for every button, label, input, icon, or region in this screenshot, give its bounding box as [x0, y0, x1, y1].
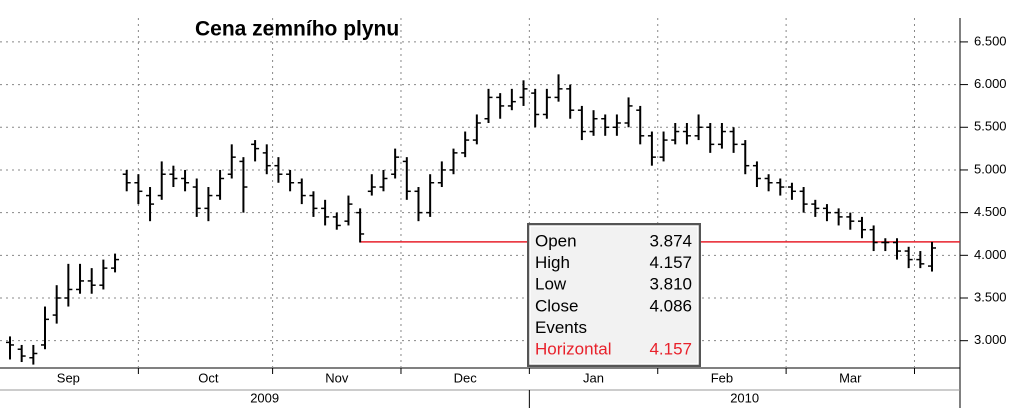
x-tick-label: Jan [583, 370, 604, 385]
info-value: 3.874 [649, 231, 692, 250]
info-label: Horizontal [535, 339, 612, 358]
year-label: 2009 [250, 390, 279, 405]
y-tick-label: 3.500 [974, 289, 1007, 304]
x-tick-label: Oct [198, 370, 219, 385]
chart-title: Cena zemního plynu [195, 18, 399, 41]
info-label: Events [535, 318, 587, 337]
y-tick-label: 4.500 [974, 204, 1007, 219]
info-value: 4.157 [649, 339, 692, 358]
x-tick-label: Feb [711, 370, 733, 385]
info-label: Low [535, 275, 567, 294]
x-tick-label: Mar [839, 370, 862, 385]
y-tick-label: 5.000 [974, 161, 1007, 176]
year-label: 2010 [730, 390, 759, 405]
y-tick-label: 4.000 [974, 247, 1007, 262]
info-label: High [535, 253, 570, 272]
x-tick-label: Nov [325, 370, 349, 385]
y-tick-label: 6.000 [974, 76, 1007, 91]
y-tick-label: 3.000 [974, 332, 1007, 347]
info-box [529, 225, 699, 365]
x-tick-label: Dec [454, 370, 478, 385]
x-tick-label: Sep [57, 370, 80, 385]
y-tick-label: 5.500 [974, 119, 1007, 134]
y-tick-label: 6.500 [974, 33, 1007, 48]
info-value: 4.157 [649, 253, 692, 272]
info-label: Close [535, 296, 578, 315]
info-value: 4.086 [649, 296, 692, 315]
info-value: 3.810 [649, 275, 692, 294]
info-label: Open [535, 231, 577, 250]
